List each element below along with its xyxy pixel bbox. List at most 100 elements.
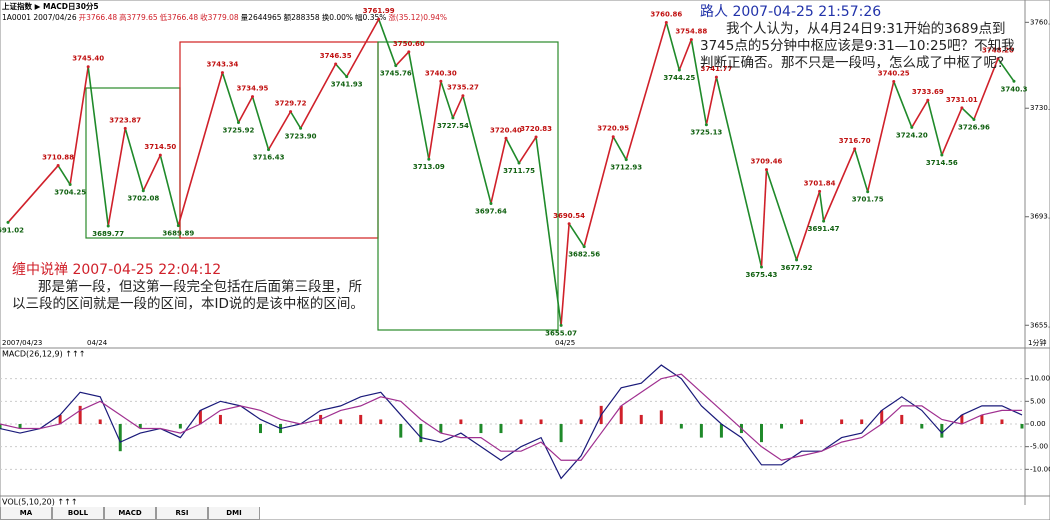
price-segment [941,107,963,156]
pivot-label: 3724.20 [896,131,928,139]
price-segment [678,39,693,71]
pivot [141,189,145,193]
macd-line [0,364,1023,480]
pivot-label: 3655.07 [545,329,577,337]
price-segment [87,66,110,227]
pivot [567,222,571,226]
pivot-label: 3701.75 [852,196,884,204]
pivot [940,153,944,157]
y-tick-label: 5.00 [1030,397,1046,405]
pivot [377,17,381,21]
pivot-label: 3741.77 [700,65,732,73]
pivot-label: 3711.75 [503,167,535,175]
price-segment [107,128,127,227]
pivot [123,126,127,130]
pivot [611,135,615,139]
time-label: 2007/04/23 [2,339,42,347]
price-segment [997,58,1015,82]
pivot [86,65,90,69]
price-segment [251,96,270,150]
pivot-label: 3745.40 [72,55,104,63]
pivot [250,95,254,99]
price-segment [7,165,59,223]
pivot [6,220,10,224]
price-segment [124,128,145,191]
pivot [345,75,349,79]
pivot-label: 3725.92 [223,126,255,134]
pivot-label: 3745.76 [380,70,412,78]
pivot [56,164,60,168]
zone-box [377,41,559,331]
pivot-label: 3723.87 [109,116,141,124]
quote-field: 1A0001 2007/04/26 [2,13,77,22]
price-segment [961,107,975,121]
pivot [677,68,681,72]
quote-field: 收3779.08 [200,13,239,22]
price-segment [237,96,254,123]
pivot [759,265,763,269]
pivot [158,153,162,157]
price-segment [822,148,856,222]
pivot [407,50,411,54]
price-segment [665,22,681,71]
tab-bar: MA BOLL MACD RSI DMI [0,507,260,520]
pivot-label: 3748.20 [982,47,1014,55]
price-segment [518,136,537,164]
volume-label: VOL(5,10,20) ↑↑↑ [2,498,78,507]
pivot-label: 3733.69 [912,88,944,96]
pivot [394,64,398,68]
pivot-label: 3750.60 [393,40,425,48]
pivot-label: 3746.35 [320,52,352,60]
pivot-label: 3709.46 [751,158,783,166]
comment: 缠中说禅 2007-04-25 22:04:12 那是第一段，但这第一段完全包括… [12,262,374,313]
y-tick-label: -10.00 [1030,465,1050,473]
price-segment [818,191,825,222]
price-segment [462,95,492,204]
price-segment [69,66,89,185]
pivot [427,157,431,161]
tab[interactable]: RSI [156,507,208,520]
price-segment [535,136,562,326]
pivot-label: 3720.40 [490,126,522,134]
price-segment [440,81,454,119]
tab[interactable]: BOLL [52,507,104,520]
pivot-label: 3702.08 [127,195,159,203]
pivot-label: 3734.95 [237,85,269,93]
pivot [439,79,443,83]
pivot-label: 3675.43 [746,271,778,279]
price-segment [760,169,768,268]
price-segment [408,51,430,160]
tab[interactable]: MACD [104,507,156,520]
pivot-label: 3727.54 [437,122,469,130]
pivot [461,94,465,98]
comment-title: 缠中说禅 2007-04-25 22:04:12 [12,262,222,278]
pivot [818,189,822,193]
comment: 路人 2007-04-25 21:57:26 我个人认为，从4月24日9:31开… [700,4,1022,72]
pivot-label: 3740.3 [1000,85,1027,93]
pivot-label: 3691.47 [808,225,840,233]
price-segment [505,137,520,164]
y-tick-label: 10.00 [1030,375,1050,383]
macd-title: MACD(26,12,9) ↑↑↑ [2,350,85,359]
pivot-label: 3723.90 [285,132,317,140]
tab[interactable]: MA [0,507,52,520]
pivot [910,125,914,129]
time-label: 04/24 [87,339,108,347]
price-segment [289,111,302,129]
pivot-label: 3689.89 [162,230,194,238]
pivot-label: 3713.09 [413,163,445,171]
price-segment [765,169,798,261]
pivot-label: 3704.25 [54,189,86,197]
comment-title: 路人 2007-04-25 21:57:26 [700,4,882,20]
pivot [624,158,628,162]
y-tick-label: -5.00 [1030,443,1048,451]
pivot-label: 3714.50 [144,143,176,151]
tab[interactable]: DMI [208,507,260,520]
price-segment [866,81,895,192]
comment-body: 我个人认为，从4月24日9:31开始的3689点到3745点的5分钟中枢应该是9… [700,21,1015,71]
header-title: 上证指数 ▶ MACD日30分5 [2,2,99,11]
price-segment [159,154,180,226]
price-segment [395,51,410,67]
pivot-label: 3710.88 [42,154,74,162]
